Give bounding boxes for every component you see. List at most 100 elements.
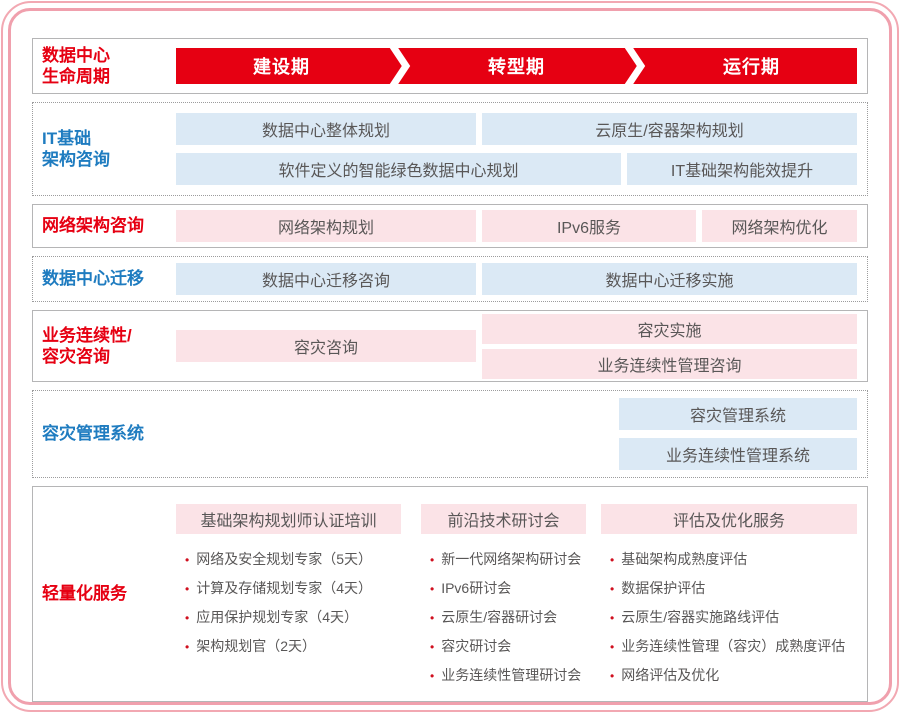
- it-infra-row2: 软件定义的智能绿色数据中心规划 IT基础架构能效提升: [176, 153, 857, 185]
- list-item-label: 应用保护规划专家（4天）: [196, 609, 358, 625]
- list-item-label: 云原生/容器实施路线评估: [621, 609, 780, 625]
- phase-operation: 运行期: [723, 57, 780, 77]
- network-consulting-label: 网络架构咨询: [42, 216, 144, 236]
- service-box: 容灾咨询: [176, 330, 476, 362]
- column-header: 评估及优化服务: [601, 504, 857, 534]
- list-item: • 云原生/容器研讨会: [430, 603, 586, 632]
- dc-migration-section: 数据中心迁移 数据中心迁移咨询 数据中心迁移实施: [32, 256, 868, 302]
- list-item-label: 网络评估及优化: [621, 667, 720, 683]
- bullet-icon: •: [610, 640, 615, 654]
- it-label-line1: IT基础: [42, 128, 92, 148]
- dc-migration-row: 数据中心迁移咨询 数据中心迁移实施: [176, 263, 857, 295]
- dr-mgmt-boxes: 容灾管理系统 业务连续性管理系统: [619, 398, 857, 470]
- lifecycle-phase-banner: 建设期 转型期 运行期: [176, 48, 857, 84]
- list-item: • 基础架构成熟度评估: [610, 545, 857, 574]
- phase-transformation: 转型期: [488, 57, 545, 77]
- list-item: • 业务连续性管理研讨会: [430, 661, 586, 690]
- bullet-icon: •: [185, 582, 190, 596]
- bullet-icon: •: [185, 553, 190, 567]
- list-item: • 网络评估及优化: [610, 661, 857, 690]
- list-item-label: 新一代网络架构研讨会: [441, 551, 582, 567]
- lifecycle-header-section: 数据中心 生命周期 建设期 转型期 运行期: [32, 38, 868, 94]
- network-boxes: 网络架构规划 IPv6服务 网络架构优化: [176, 210, 867, 242]
- bcdr-label-line1: 业务连续性/: [42, 325, 132, 345]
- service-box: 容灾实施: [482, 313, 857, 344]
- service-box: 数据中心迁移实施: [482, 263, 857, 295]
- service-box: 软件定义的智能绿色数据中心规划: [176, 153, 621, 185]
- bullet-icon: •: [610, 611, 615, 625]
- list-item-label: IPv6研讨会: [441, 580, 512, 596]
- service-box: IPv6服务: [482, 210, 696, 242]
- bullet-icon: •: [610, 553, 615, 567]
- list-item-label: 数据保护评估: [621, 580, 706, 596]
- list-item-label: 计算及存储规划专家（4天）: [196, 580, 372, 596]
- lightweight-column-training: 基础架构规划师认证培训 • 网络及安全规划专家（5天） • 计算及存储规划专家（4天…: [176, 504, 401, 701]
- bullet-icon: •: [430, 553, 435, 567]
- bc-dr-consulting-section: 业务连续性/ 容灾咨询 容灾咨询 容灾实施 业务连续性管理咨询: [32, 310, 868, 382]
- bcdr-label-line2: 容灾咨询: [42, 347, 110, 366]
- list-item: • 计算及存储规划专家（4天）: [185, 574, 401, 603]
- lifecycle-label-line1: 数据中心: [42, 45, 110, 65]
- service-box: 容灾管理系统: [619, 398, 857, 430]
- service-box: 数据中心整体规划: [176, 113, 476, 145]
- phase-separator-chevron-icon: [387, 48, 411, 84]
- lifecycle-label-line2: 生命周期: [42, 67, 110, 86]
- list-item: • 云原生/容器实施路线评估: [610, 603, 857, 632]
- assessment-list: • 基础架构成熟度评估 • 数据保护评估 • 云原生/容器实施路线评估 • 业务连续性管…: [601, 545, 857, 690]
- service-box: IT基础架构能效提升: [627, 153, 857, 185]
- lightweight-columns: 基础架构规划师认证培训 • 网络及安全规划专家（5天） • 计算及存储规划专家（4天…: [176, 487, 867, 701]
- service-box: 网络架构规划: [176, 210, 476, 242]
- list-item-label: 业务连续性管理研讨会: [441, 667, 582, 683]
- lightweight-services-label: 轻量化服务: [42, 584, 127, 604]
- list-item-label: 业务连续性管理（容灾）成熟度评估: [621, 638, 846, 654]
- list-item-label: 网络及安全规划专家（5天）: [196, 551, 372, 567]
- it-infra-consulting-label: IT基础 架构咨询: [33, 128, 176, 171]
- lightweight-services-section: 轻量化服务 基础架构规划师认证培训 • 网络及安全规划专家（5天） • 计算及存储规…: [32, 486, 868, 702]
- column-header: 基础架构规划师认证培训: [176, 504, 401, 534]
- bullet-icon: •: [185, 640, 190, 654]
- list-item: • IPv6研讨会: [430, 574, 586, 603]
- list-item-label: 容灾研讨会: [441, 638, 512, 654]
- it-infra-boxes: 数据中心整体规划 云原生/容器架构规划 软件定义的智能绿色数据中心规划 IT基础…: [176, 113, 867, 185]
- bullet-icon: •: [430, 640, 435, 654]
- phase-separator-chevron-icon: [622, 48, 646, 84]
- list-item: • 应用保护规划专家（4天）: [185, 603, 401, 632]
- list-item-label: 基础架构成熟度评估: [621, 551, 748, 567]
- bullet-icon: •: [430, 669, 435, 683]
- lifecycle-label: 数据中心 生命周期: [33, 45, 176, 88]
- service-box: 网络架构优化: [702, 210, 857, 242]
- dr-mgmt-system-label: 容灾管理系统: [42, 424, 144, 444]
- dc-migration-boxes: 数据中心迁移咨询 数据中心迁移实施: [176, 263, 867, 295]
- training-list: • 网络及安全规划专家（5天） • 计算及存储规划专家（4天） • 应用保护规划专家（…: [176, 545, 401, 661]
- bullet-icon: •: [610, 669, 615, 683]
- list-item-label: 云原生/容器研讨会: [441, 609, 558, 625]
- list-item: • 业务连续性管理（容灾）成熟度评估: [610, 632, 857, 661]
- bullet-icon: •: [185, 611, 190, 625]
- column-header: 前沿技术研讨会: [421, 504, 586, 534]
- lightweight-column-workshops: 前沿技术研讨会 • 新一代网络架构研讨会 • IPv6研讨会 • 云原生/容器研讨会 …: [421, 504, 586, 701]
- dc-migration-label: 数据中心迁移: [42, 269, 144, 289]
- lightweight-column-assessment: 评估及优化服务 • 基础架构成熟度评估 • 数据保护评估 • 云原生/容器实施路线评估…: [601, 504, 857, 701]
- bullet-icon: •: [430, 582, 435, 596]
- list-item: • 新一代网络架构研讨会: [430, 545, 586, 574]
- it-infra-row1: 数据中心整体规划 云原生/容器架构规划: [176, 113, 857, 145]
- service-box: 云原生/容器架构规划: [482, 113, 857, 145]
- list-item-label: 架构规划官（2天）: [196, 638, 316, 654]
- network-consulting-section: 网络架构咨询 网络架构规划 IPv6服务 网络架构优化: [32, 204, 868, 248]
- list-item: • 网络及安全规划专家（5天）: [185, 545, 401, 574]
- bullet-icon: •: [430, 611, 435, 625]
- list-item: • 架构规划官（2天）: [185, 632, 401, 661]
- it-label-line2: 架构咨询: [42, 150, 110, 169]
- service-box: 数据中心迁移咨询: [176, 263, 476, 295]
- bullet-icon: •: [610, 582, 615, 596]
- list-item: • 容灾研讨会: [430, 632, 586, 661]
- service-box: 业务连续性管理咨询: [482, 348, 857, 379]
- bc-dr-right-boxes: 容灾实施 业务连续性管理咨询: [482, 313, 867, 379]
- diagram-frame: 数据中心 生命周期 建设期 转型期 运行期 IT基础 架构咨询 数据中心整体规划…: [8, 8, 892, 705]
- service-box: 业务连续性管理系统: [619, 438, 857, 470]
- workshops-list: • 新一代网络架构研讨会 • IPv6研讨会 • 云原生/容器研讨会 • 容灾研讨会 •…: [421, 545, 586, 690]
- network-row: 网络架构规划 IPv6服务 网络架构优化: [176, 210, 857, 242]
- phase-construction: 建设期: [253, 57, 310, 77]
- bc-dr-consulting-label: 业务连续性/ 容灾咨询: [33, 325, 176, 368]
